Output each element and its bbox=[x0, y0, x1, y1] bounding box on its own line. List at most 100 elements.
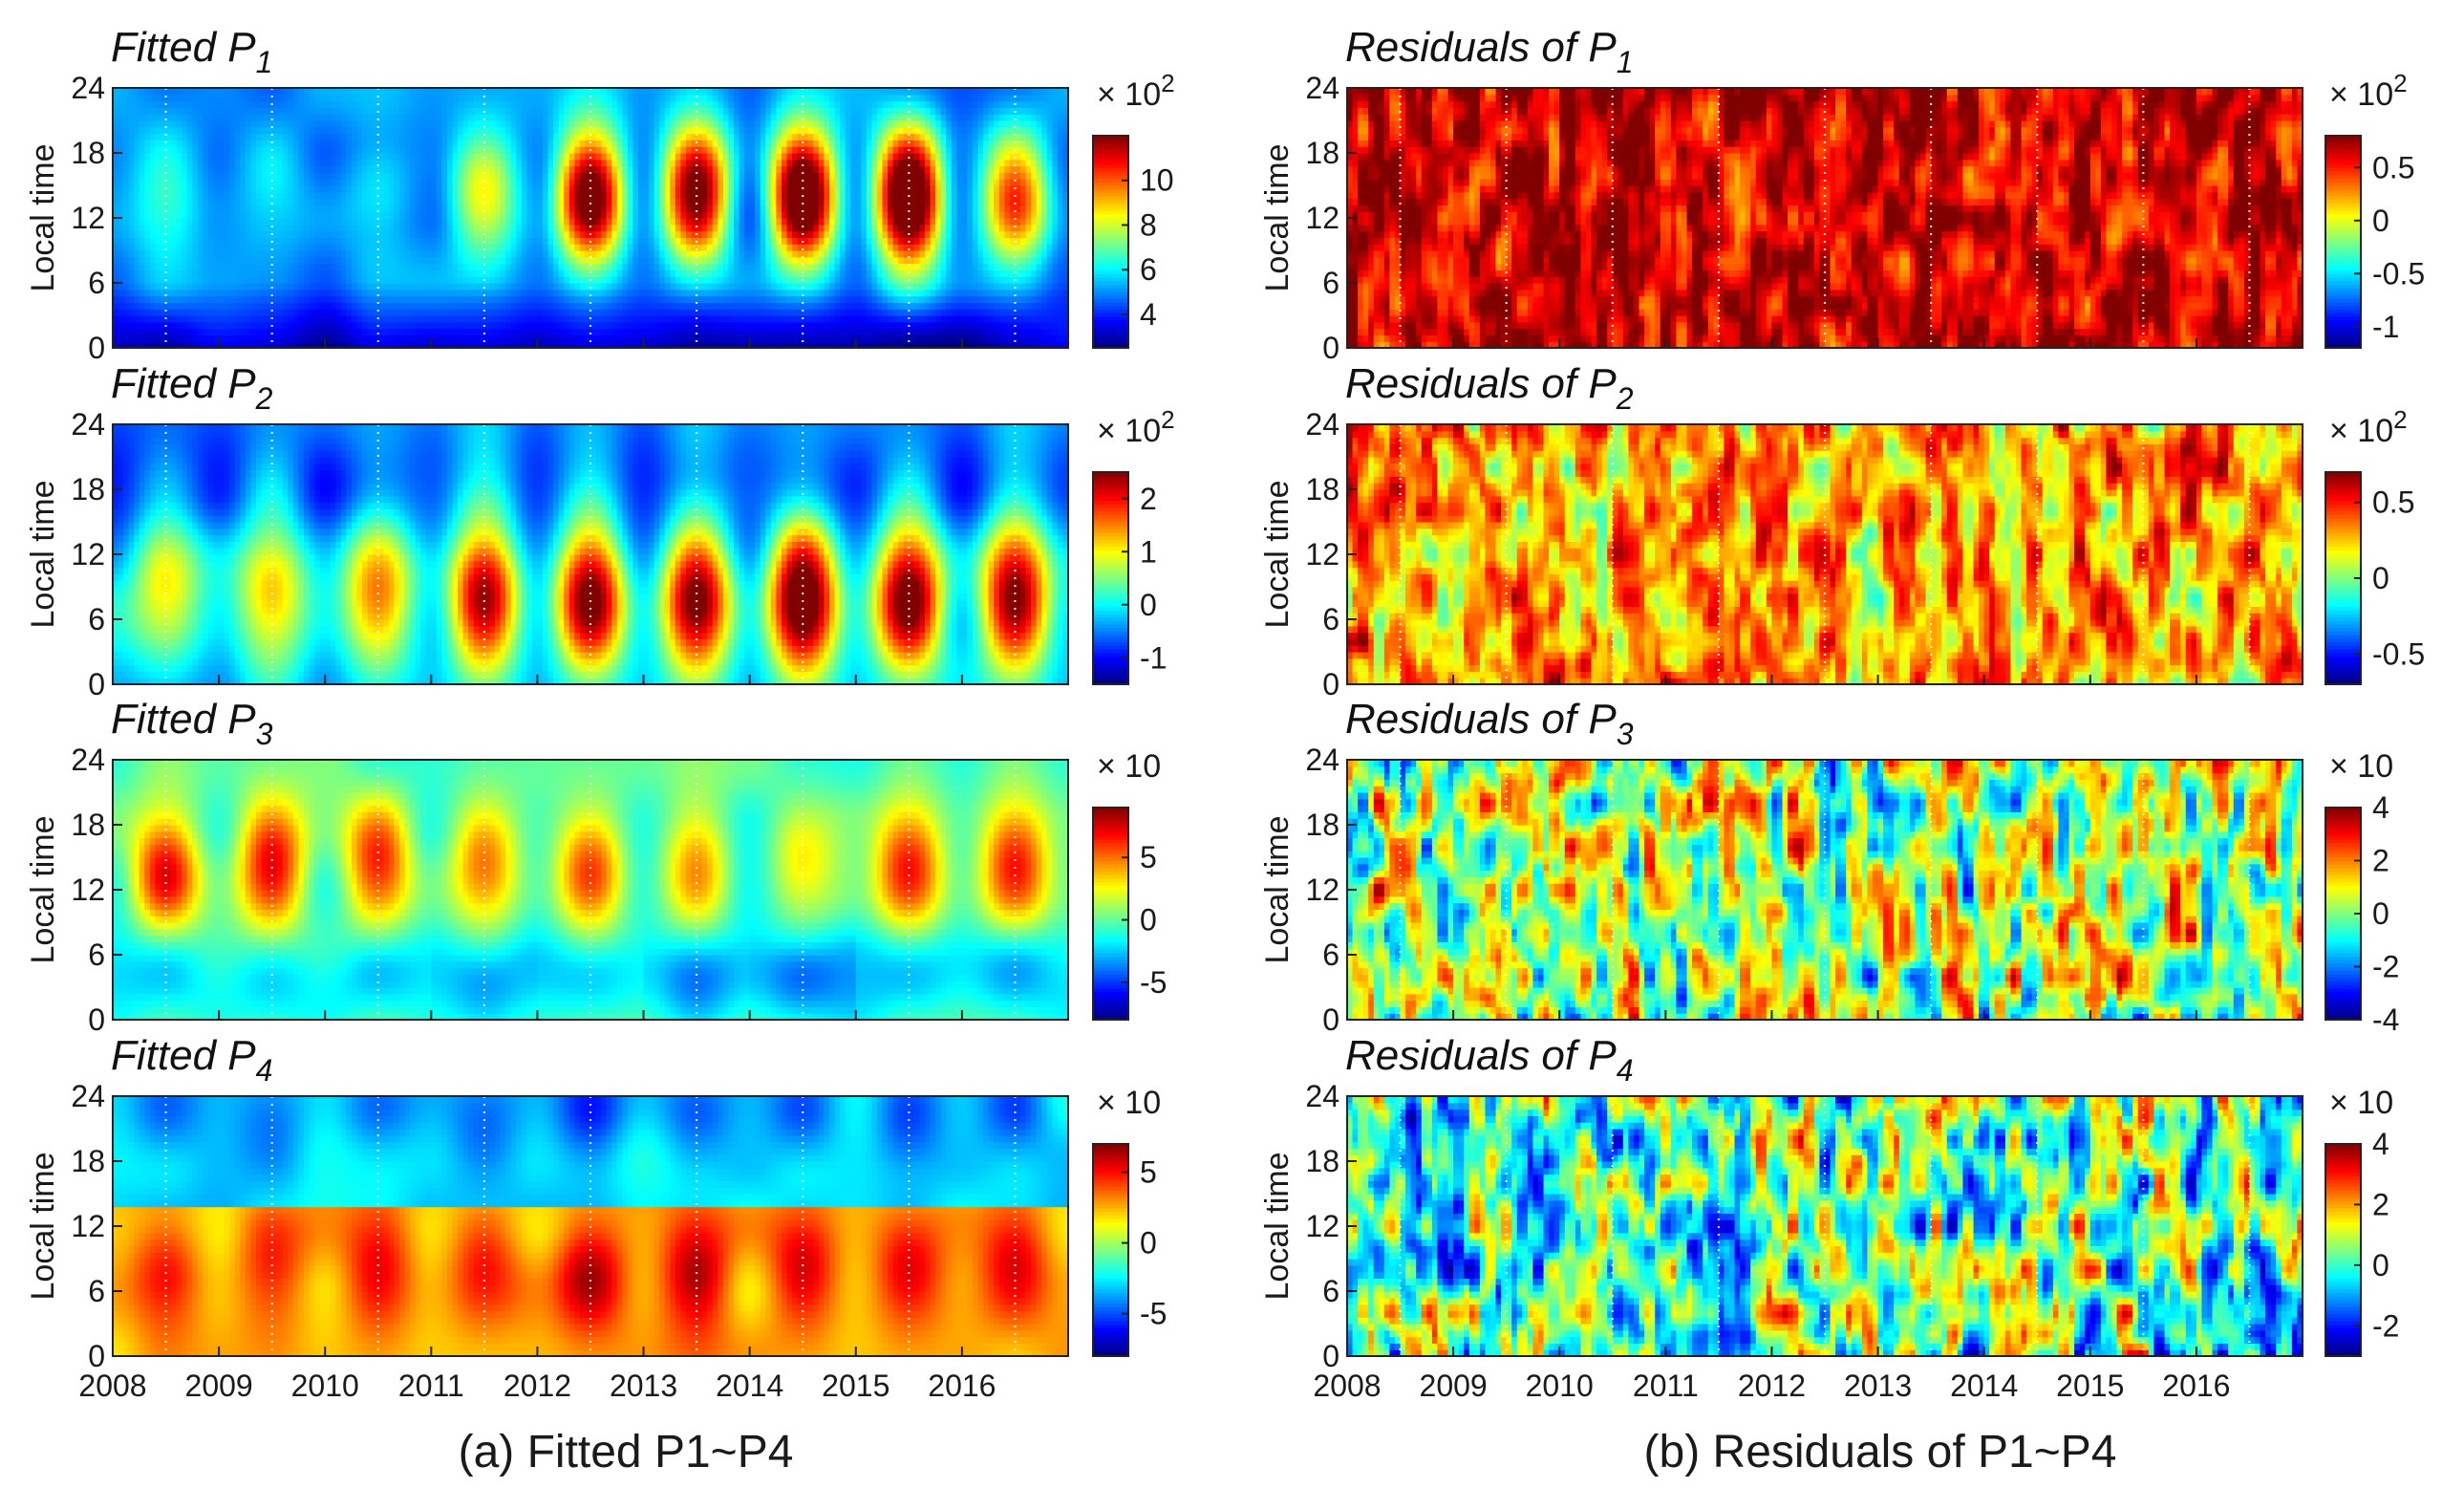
colorbar-step bbox=[1093, 1236, 1128, 1240]
colorbar-step bbox=[2325, 1348, 2361, 1353]
colorbar-step bbox=[2325, 220, 2361, 226]
colorbar-step bbox=[2325, 277, 2361, 282]
colorbar-step bbox=[2325, 959, 2361, 964]
colorbar-step bbox=[2325, 1016, 2361, 1021]
colorbar-step bbox=[1093, 662, 1128, 668]
colorbar-step bbox=[2325, 213, 2361, 218]
colorbar-multiplier: × 102 bbox=[2329, 69, 2408, 113]
y-axis-label: Local time bbox=[25, 1153, 61, 1301]
colorbar-step bbox=[2325, 493, 2361, 498]
colorbar-step bbox=[1093, 496, 1128, 502]
colorbar-step bbox=[2325, 1239, 2361, 1244]
colorbar-step bbox=[1093, 199, 1128, 204]
colorbar-step bbox=[1093, 192, 1128, 197]
colorbar-step bbox=[1093, 543, 1128, 548]
colorbar-step bbox=[2325, 952, 2361, 957]
colorbar-step bbox=[1093, 553, 1128, 558]
colorbar-step bbox=[2325, 825, 2361, 830]
colorbar-step bbox=[2325, 1261, 2361, 1265]
subcaption-a: (a) Fitted P1~P4 bbox=[459, 1427, 794, 1477]
colorbar-step bbox=[2325, 808, 2361, 812]
colorbar-step bbox=[2325, 843, 2361, 848]
colorbar-step bbox=[2325, 574, 2361, 579]
colorbar-step bbox=[1093, 945, 1128, 950]
colorbar-step bbox=[2325, 1321, 2361, 1326]
panel-a-1: 0 6 12 18 24 Local time Fitted P1 4 6 8 10 × 102 bbox=[25, 24, 1175, 365]
colorbar-step bbox=[2325, 199, 2361, 204]
colorbar-step bbox=[2325, 238, 2361, 243]
colorbar-tick-label: 5 bbox=[1140, 1155, 1157, 1190]
colorbar-step bbox=[2325, 1296, 2361, 1301]
colorbar-step bbox=[2325, 1175, 2361, 1180]
colorbar-step bbox=[2325, 178, 2361, 183]
colorbar-step bbox=[2325, 483, 2361, 487]
colorbar-step bbox=[1093, 659, 1128, 664]
panel-title: Fitted P1 bbox=[111, 24, 272, 79]
colorbar-step bbox=[1093, 991, 1128, 996]
colorbar-step bbox=[1093, 507, 1128, 512]
colorbar-frame bbox=[1092, 807, 1129, 1021]
colorbar-step bbox=[2325, 1172, 2361, 1176]
colorbar-step bbox=[1093, 892, 1128, 897]
colorbar-multiplier: × 10 bbox=[1097, 748, 1161, 785]
colorbar-step bbox=[2325, 184, 2361, 190]
colorbar-step bbox=[1093, 1288, 1128, 1293]
colorbar-step bbox=[1093, 1200, 1128, 1205]
colorbar-step bbox=[1093, 288, 1128, 292]
colorbar-step bbox=[2325, 146, 2361, 151]
colorbar-step bbox=[2325, 1200, 2361, 1205]
panel-title: Residuals of P1 bbox=[1345, 24, 1634, 79]
colorbar-step bbox=[2325, 1168, 2361, 1174]
colorbar-step bbox=[2325, 518, 2361, 523]
colorbar-step bbox=[1093, 910, 1128, 915]
colorbar-step bbox=[1093, 1324, 1128, 1328]
colorbar-step bbox=[2325, 1182, 2361, 1187]
colorbar-step bbox=[2325, 560, 2361, 565]
colorbar-step bbox=[2325, 1154, 2361, 1159]
colorbar-step bbox=[1093, 899, 1128, 904]
x-tick-label: 2008 bbox=[78, 1369, 146, 1403]
colorbar-step bbox=[2325, 1190, 2361, 1195]
colorbar-step bbox=[1093, 340, 1128, 345]
y-tick-label: 12 bbox=[1305, 873, 1339, 907]
colorbar-step bbox=[1093, 814, 1128, 819]
colorbar-step bbox=[1093, 1342, 1128, 1347]
colorbar-step bbox=[1093, 1168, 1128, 1174]
colorbar-step bbox=[1093, 510, 1128, 515]
colorbar-step bbox=[2325, 1203, 2361, 1209]
colorbar: -4 -2 0 2 4 × 10 bbox=[2325, 748, 2399, 1037]
colorbar-step bbox=[2325, 313, 2361, 317]
colorbar-step bbox=[2325, 1218, 2361, 1222]
colorbar-step bbox=[1093, 864, 1128, 869]
colorbar-step bbox=[2325, 1285, 2361, 1290]
colorbar-step bbox=[2325, 1161, 2361, 1166]
y-tick-label: 6 bbox=[1322, 938, 1339, 972]
colorbar-step bbox=[2325, 981, 2361, 985]
colorbar-step bbox=[1093, 637, 1128, 643]
colorbar-step bbox=[2325, 652, 2361, 657]
colorbar-step bbox=[2325, 931, 2361, 936]
x-tick-label: 2016 bbox=[928, 1369, 996, 1403]
colorbar-step bbox=[1093, 924, 1128, 929]
colorbar-tick-label: 2 bbox=[2372, 1187, 2389, 1221]
colorbar-step bbox=[2325, 814, 2361, 819]
colorbar-step bbox=[1093, 1228, 1128, 1234]
colorbar-step bbox=[2325, 966, 2361, 971]
colorbar-tick-label: -0.5 bbox=[2372, 636, 2425, 671]
colorbar-step bbox=[2325, 301, 2361, 307]
colorbar-step bbox=[2325, 269, 2361, 274]
y-tick-label: 24 bbox=[71, 407, 105, 442]
colorbar-step bbox=[2325, 874, 2361, 879]
colorbar-step bbox=[1093, 1154, 1128, 1159]
colorbar-step bbox=[2325, 326, 2361, 332]
colorbar-step bbox=[1093, 149, 1128, 155]
heatmap-cells bbox=[1347, 88, 2303, 349]
colorbar-step bbox=[1093, 1221, 1128, 1226]
colorbar: -2 0 2 4 × 10 bbox=[2325, 1085, 2399, 1357]
colorbar-step bbox=[2325, 878, 2361, 883]
colorbar-step bbox=[2325, 680, 2361, 685]
colorbar-step bbox=[1093, 871, 1128, 875]
colorbar-step bbox=[2325, 1232, 2361, 1237]
colorbar-tick-label: 0.5 bbox=[2372, 485, 2414, 520]
